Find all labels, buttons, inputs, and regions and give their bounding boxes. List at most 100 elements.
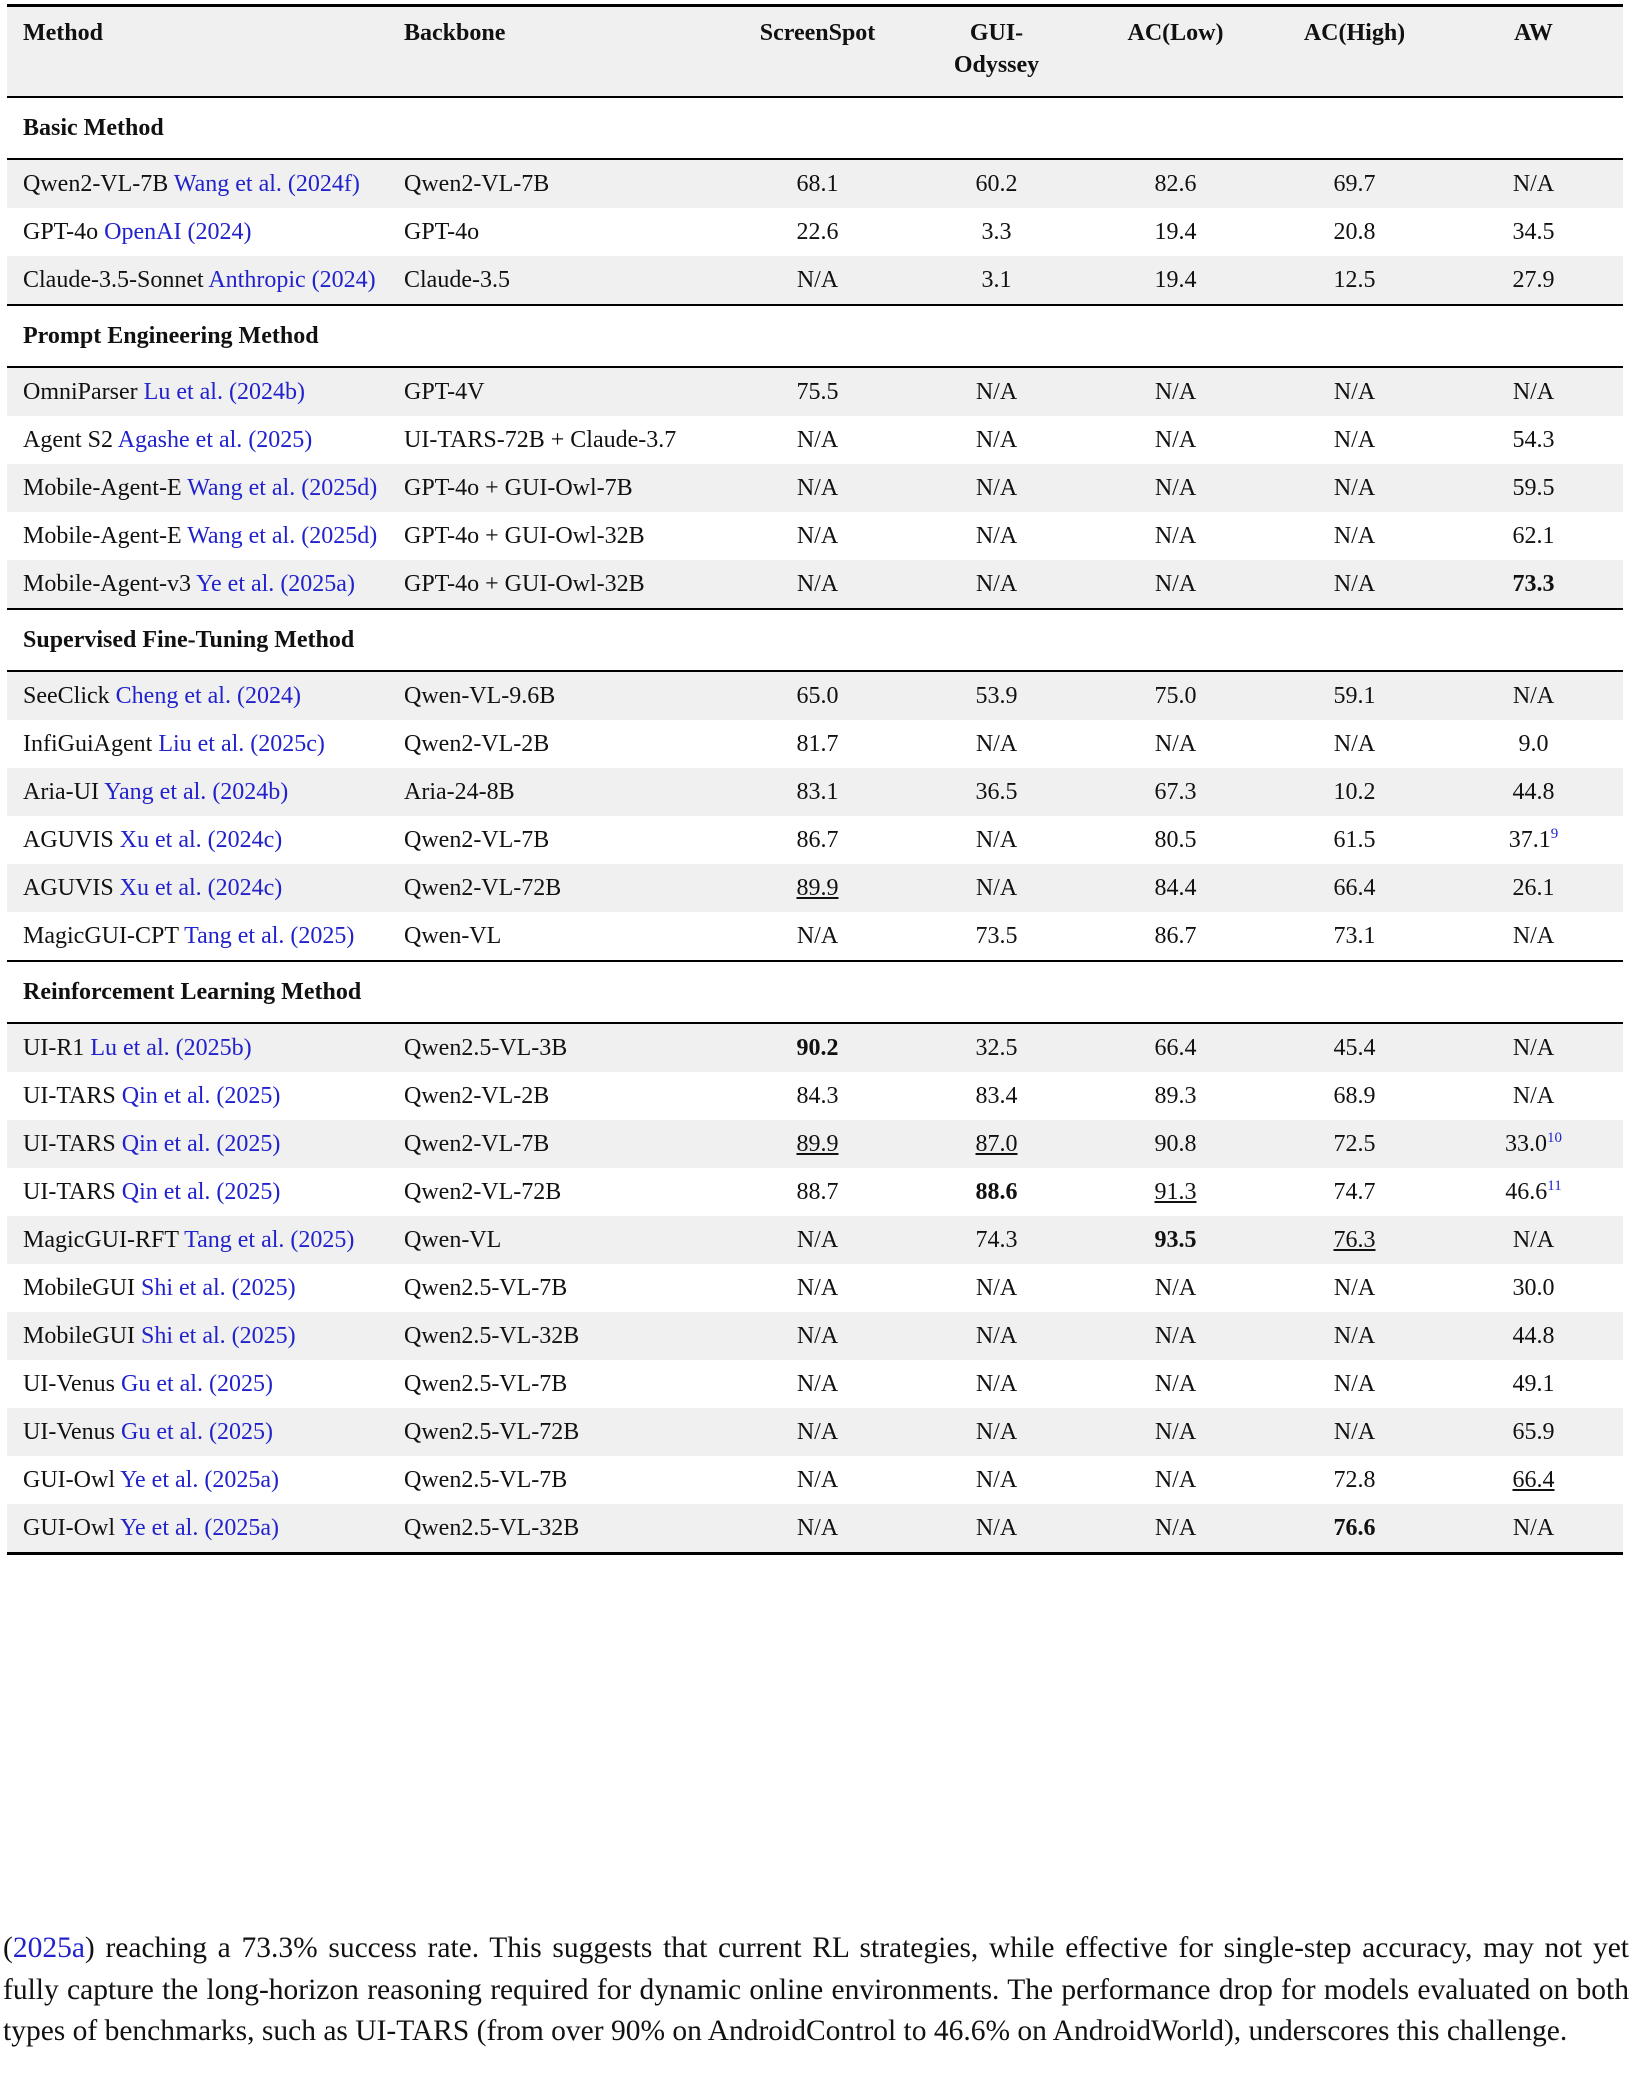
value-cell: 68.9	[1333, 1082, 1376, 1109]
value-cell: N/A	[975, 874, 1018, 901]
method-cell: UI-TARS Qin et al. (2025)	[7, 1120, 388, 1168]
value-cell: 80.5	[1154, 826, 1197, 853]
value-cell: N/A	[1333, 1274, 1376, 1301]
value-cell: 67.3	[1154, 778, 1197, 805]
backbone-cell: Qwen2.5-VL-32B	[404, 1322, 580, 1349]
table-section: Basic Method Qwen2-VL-7B Wang et al. (202…	[7, 96, 1623, 305]
value-cell: 59.5	[1512, 474, 1555, 501]
citation: Agashe et al.	[117, 426, 243, 453]
method-name: MagicGUI-RFT	[23, 1226, 179, 1253]
citation: Wang et al.	[173, 170, 282, 197]
value-cell: N/A	[975, 474, 1018, 501]
method-cell: AGUVIS Xu et al. (2024c)	[7, 864, 388, 912]
value-cell: 72.5	[1333, 1130, 1376, 1157]
citation-year: (2025)	[216, 1178, 281, 1205]
value-text: 93.5	[1154, 1226, 1197, 1253]
citation-year: (2025)	[290, 1226, 355, 1253]
method-cell: UI-TARS Qin et al. (2025)	[7, 1168, 388, 1216]
section-row: Supervised Fine-Tuning Method	[7, 608, 1623, 672]
paragraph-text: (	[3, 1932, 13, 1964]
section-title: Basic Method	[7, 96, 1623, 160]
citation-year: (2024)	[311, 266, 376, 293]
value-cell: N/A	[1333, 570, 1376, 597]
table-row: AGUVIS Xu et al. (2024c) Qwen2-VL-7B 86.7 N…	[7, 816, 1623, 864]
value-cell: 86.7	[796, 826, 839, 853]
method-name: UI-R1	[23, 1034, 85, 1061]
table-row: Mobile-Agent-E Wang et al. (2025d) GPT-4o…	[7, 512, 1623, 560]
backbone-cell: Qwen2-VL-72B	[404, 874, 562, 901]
method-name: AGUVIS	[23, 874, 114, 901]
value-cell: N/A	[1512, 170, 1555, 197]
citation-year: (2025)	[231, 1322, 296, 1349]
citation-year: (2024b)	[228, 378, 305, 405]
value-cell: N/A	[975, 426, 1018, 453]
value-cell: 90.2	[728, 1023, 907, 1072]
value-cell: 27.9	[1512, 266, 1555, 293]
citation-year: (2025)	[208, 1370, 273, 1397]
value-text: 90.2	[796, 1034, 839, 1061]
value-cell: N/A	[1333, 378, 1376, 405]
citation: Ye et al.	[120, 1514, 199, 1541]
table-row: GPT-4o OpenAI (2024) GPT-4o 22.6 3.3 19.4 20.…	[7, 208, 1623, 256]
backbone-cell: Qwen2-VL-2B	[404, 730, 550, 757]
method-name: UI-Venus	[23, 1370, 115, 1397]
citation-year: (2025a)	[204, 1466, 279, 1493]
method-cell: AGUVIS Xu et al. (2024c)	[7, 816, 388, 864]
value-cell: N/A	[1512, 1514, 1555, 1541]
method-cell: Mobile-Agent-E Wang et al. (2025d)	[7, 464, 388, 512]
citation: Lu et al.	[90, 1034, 170, 1061]
method-name: GUI-Owl	[23, 1514, 115, 1541]
citation: Xu et al.	[119, 874, 202, 901]
backbone-cell: Qwen2-VL-2B	[404, 1082, 550, 1109]
value-cell: N/A	[1512, 682, 1555, 709]
citation: Gu et al.	[120, 1370, 203, 1397]
value-cell: 37.19	[1444, 816, 1623, 864]
value-cell: 83.4	[975, 1082, 1018, 1109]
table-row: Qwen2-VL-7B Wang et al. (2024f) Qwen2-VL-…	[7, 158, 1623, 208]
method-cell: UI-R1 Lu et al. (2025b)	[7, 1023, 388, 1072]
value-cell: N/A	[1154, 378, 1197, 405]
citation: Lu et al.	[143, 378, 223, 405]
citation-year: (2025a)	[204, 1514, 279, 1541]
citation-year: (2025)	[216, 1082, 281, 1109]
citation: Qin et al.	[121, 1178, 211, 1205]
method-cell: UI-Venus Gu et al. (2025)	[7, 1360, 388, 1408]
method-name: UI-Venus	[23, 1418, 115, 1445]
method-cell: Agent S2 Agashe et al. (2025)	[7, 416, 388, 464]
value-cell: 61.5	[1333, 826, 1376, 853]
section-row: Prompt Engineering Method	[7, 304, 1623, 368]
method-name: UI-TARS	[23, 1130, 116, 1157]
value-cell: N/A	[1512, 1226, 1555, 1253]
value-cell: N/A	[1512, 1082, 1555, 1109]
value-cell: 84.3	[796, 1082, 839, 1109]
backbone-cell: Qwen2.5-VL-32B	[404, 1514, 580, 1541]
value-cell: N/A	[796, 1514, 839, 1541]
method-name: Qwen2-VL-7B	[23, 170, 169, 197]
method-name: InfiGuiAgent	[23, 730, 153, 757]
value-cell: N/A	[975, 522, 1018, 549]
value-cell: 73.1	[1333, 922, 1376, 949]
method-cell: MobileGUI Shi et al. (2025)	[7, 1312, 388, 1360]
value-cell: 53.9	[975, 682, 1018, 709]
value-text: 76.3	[1333, 1226, 1376, 1253]
value-cell: 66.4	[1154, 1034, 1197, 1061]
method-cell: SeeClick Cheng et al. (2024)	[7, 671, 388, 720]
value-cell: N/A	[796, 922, 839, 949]
column-header: AC(High)	[1265, 5, 1444, 98]
value-cell: 89.9	[728, 1120, 907, 1168]
value-cell: N/A	[796, 522, 839, 549]
backbone-cell: Qwen2-VL-7B	[404, 1130, 550, 1157]
value-text: 87.0	[975, 1130, 1018, 1157]
citation-year: (2024)	[187, 218, 252, 245]
value-cell: 82.6	[1154, 170, 1197, 197]
citation-year: (2025a)	[280, 570, 355, 597]
value-cell: N/A	[975, 378, 1018, 405]
method-cell: UI-Venus Gu et al. (2025)	[7, 1408, 388, 1456]
value-cell: 19.4	[1154, 218, 1197, 245]
backbone-cell: Qwen2-VL-72B	[404, 1178, 562, 1205]
value-cell: N/A	[975, 1466, 1018, 1493]
citation-year: (2025d)	[301, 474, 378, 501]
method-cell: Mobile-Agent-v3 Ye et al. (2025a)	[7, 560, 388, 609]
value-cell: 66.4	[1333, 874, 1376, 901]
method-name: Claude-3.5-Sonnet	[23, 266, 204, 293]
